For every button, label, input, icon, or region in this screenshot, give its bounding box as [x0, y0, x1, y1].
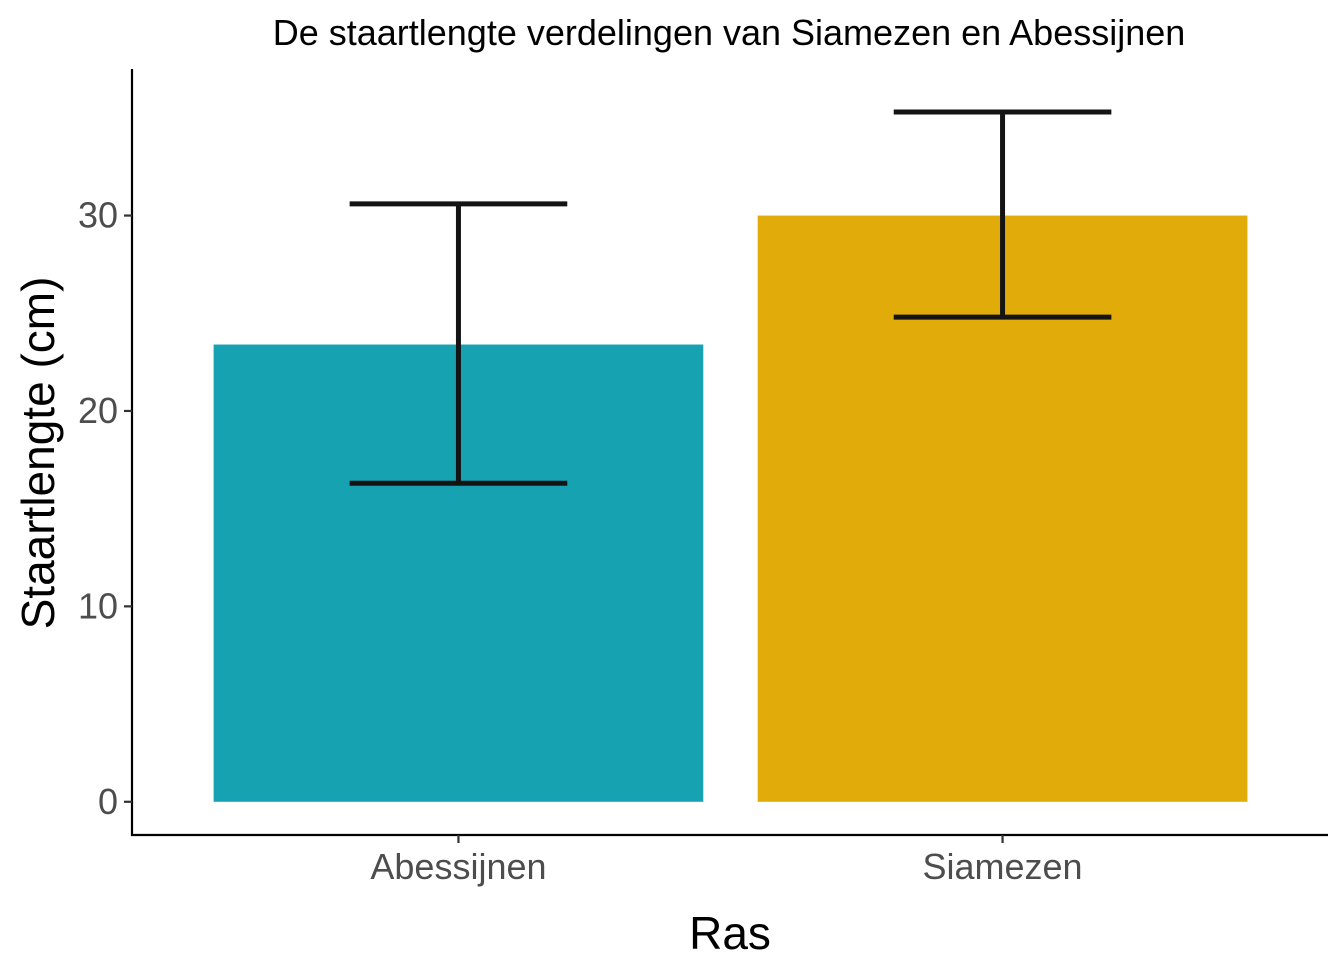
x-tick-label: Siamezen	[922, 846, 1082, 887]
y-tick-label: 0	[98, 781, 118, 822]
x-tick-label: Abessijnen	[370, 846, 546, 887]
y-axis-title: Staartlengte (cm)	[12, 277, 64, 630]
y-tick-label: 10	[78, 585, 118, 626]
error-bar-abessijnen	[349, 201, 568, 486]
plot-area	[213, 109, 1248, 802]
y-tick-label: 20	[78, 390, 118, 431]
x-axis-ticks: Abessijnen Siamezen	[370, 835, 1083, 887]
x-axis-title: Ras	[689, 907, 771, 959]
chart-title: De staartlengte verdelingen van Siamezen…	[273, 12, 1186, 53]
error-bar-siamezen	[893, 109, 1112, 320]
y-tick-label: 30	[78, 195, 118, 236]
y-axis-ticks: 0 10 20 30	[78, 195, 132, 822]
